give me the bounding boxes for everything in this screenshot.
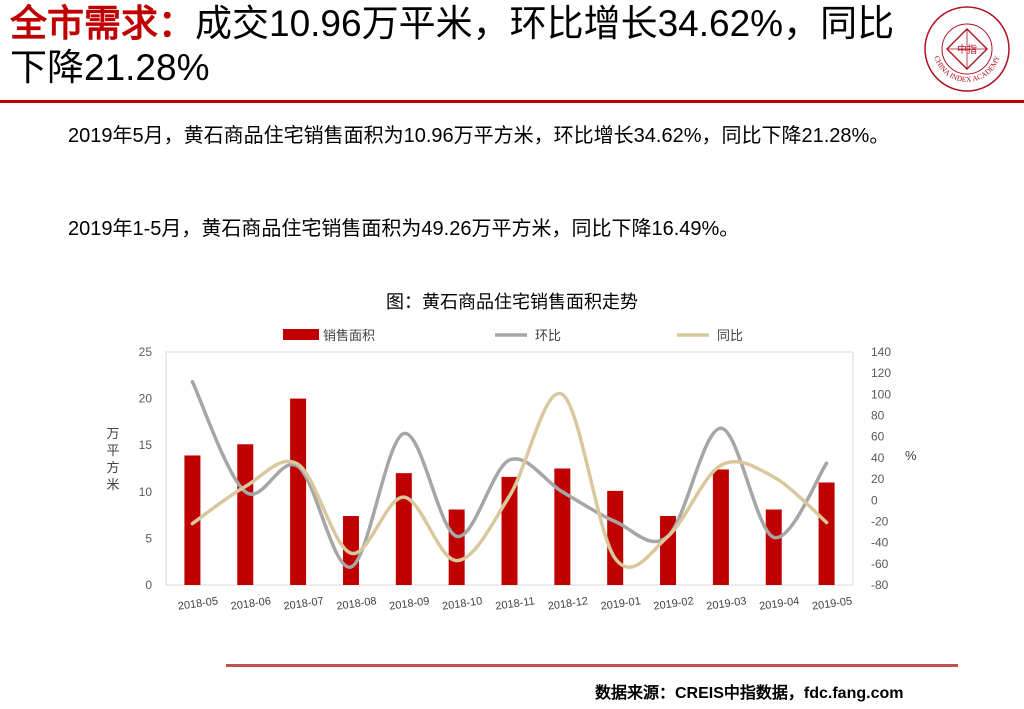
legend-label-销售面积: 销售面积 [323, 328, 375, 344]
x-tick-label: 2018-07 [283, 595, 325, 613]
y2-tick-label: -80 [871, 578, 889, 592]
y-tick-label: 0 [145, 578, 152, 592]
y2-tick-label: 60 [871, 430, 885, 444]
bar-2018-07 [290, 398, 307, 585]
bar-2019-03 [712, 469, 729, 585]
y2-axis-label: % [905, 448, 917, 463]
bar-2018-06 [237, 444, 254, 585]
y2-tick-label: -20 [871, 514, 889, 528]
x-tick-label: 2018-12 [547, 595, 589, 613]
x-tick-label: 2018-08 [336, 595, 378, 613]
y2-tick-label: 20 [871, 472, 885, 486]
bottom-divider [226, 664, 958, 667]
china-index-academy-logo: 中指 CHINA INDEX ACADEMY [924, 6, 1010, 92]
bar-2018-09 [395, 473, 412, 585]
y2-tick-label: 80 [871, 409, 885, 423]
x-tick-label: 2019-02 [653, 595, 695, 613]
y-tick-label: 10 [139, 485, 153, 499]
y2-tick-label: -40 [871, 536, 889, 550]
y-tick-label: 25 [139, 345, 153, 359]
bar-2019-01 [607, 490, 624, 585]
chart-title: 图：黄石商品住宅销售面积走势 [386, 292, 638, 312]
data-source: 数据来源：CREIS中指数据，fdc.fang.com [595, 685, 904, 702]
x-tick-label: 2019-05 [811, 595, 853, 613]
y-tick-label: 15 [139, 438, 153, 452]
bar-2019-04 [765, 509, 782, 585]
y-axis-label-char: 平 [106, 444, 119, 459]
title-highlight: 全市需求： [10, 3, 195, 44]
x-tick-label: 2019-04 [758, 595, 800, 613]
x-tick-label: 2018-10 [441, 595, 483, 613]
line-series-同比 [190, 391, 829, 569]
y2-tick-label: 0 [871, 493, 878, 507]
x-tick-label: 2018-09 [389, 595, 431, 613]
title-divider [0, 100, 1024, 103]
x-tick-label: 2018-05 [177, 595, 219, 613]
y-axis-label-char: 米 [106, 478, 119, 493]
x-tick-label: 2018-11 [495, 595, 536, 612]
y-axis-label-char: 万 [106, 427, 119, 442]
logo-center-text: 中指 [957, 43, 977, 56]
y2-tick-label: 120 [871, 366, 891, 380]
y-tick-label: 20 [139, 392, 153, 406]
page-title: 全市需求：成交10.96万平米，环比增长34.62%，同比下降21.28% [10, 2, 920, 90]
legend-swatch-销售面积 [283, 329, 319, 340]
legend-label-环比: 环比 [535, 329, 561, 344]
bar-2018-12 [554, 468, 571, 585]
y2-tick-label: 140 [871, 345, 891, 359]
bar-2018-05 [184, 455, 201, 585]
x-tick-label: 2019-01 [600, 595, 642, 613]
bar-2019-05 [818, 482, 835, 585]
y-tick-label: 5 [145, 531, 152, 545]
x-tick-label: 2019-03 [706, 595, 748, 613]
y2-tick-label: 100 [871, 387, 891, 401]
bar-2018-10 [448, 509, 465, 585]
title-text: 成交10.96万平米，环比增长34.62%，同比下降21.28% [10, 3, 895, 88]
y-axis-label-char: 方 [106, 460, 119, 476]
paragraph-ytd: 2019年1-5月，黄石商品住宅销售面积为49.26万平方米，同比下降16.49… [68, 218, 740, 240]
y2-tick-label: 40 [871, 451, 885, 465]
sales-area-chart: 0 5 10 15 20 25 -80 -60 -40 -20 0 20 40 60 80 100 120 140… [106, 328, 917, 613]
legend-label-同比: 同比 [717, 329, 743, 344]
x-tick-label: 2018-06 [230, 595, 272, 613]
y2-tick-label: -60 [871, 557, 889, 571]
paragraph-monthly: 2019年5月，黄石商品住宅销售面积为10.96万平方米，环比增长34.62%，… [68, 125, 890, 147]
